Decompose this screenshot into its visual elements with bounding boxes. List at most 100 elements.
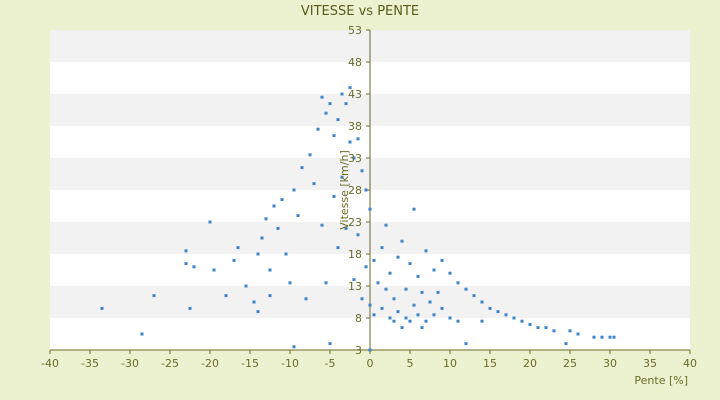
data-point: [564, 342, 568, 346]
data-point: [256, 310, 260, 314]
data-point: [448, 271, 452, 275]
data-point: [336, 246, 340, 250]
data-point: [324, 281, 328, 285]
data-point: [360, 169, 364, 173]
x-tick-label: -25: [161, 357, 179, 370]
data-point: [224, 294, 228, 298]
data-point: [568, 329, 572, 333]
data-point: [520, 319, 524, 323]
data-point: [348, 86, 352, 90]
data-point: [324, 111, 328, 115]
y-tick-label: 43: [348, 88, 362, 101]
data-point: [480, 319, 484, 323]
data-point: [368, 303, 372, 307]
x-tick-label: 35: [643, 357, 657, 370]
data-point: [400, 239, 404, 243]
data-point: [256, 252, 260, 256]
data-point: [536, 326, 540, 330]
data-point: [396, 310, 400, 314]
data-point: [328, 102, 332, 106]
data-point: [332, 194, 336, 198]
data-points: [100, 86, 616, 352]
data-point: [464, 342, 468, 346]
data-point: [244, 284, 248, 288]
data-point: [184, 262, 188, 266]
data-point: [360, 297, 364, 301]
data-point: [404, 316, 408, 320]
data-point: [236, 246, 240, 250]
data-point: [448, 316, 452, 320]
data-point: [340, 175, 344, 179]
data-point: [380, 246, 384, 250]
data-point: [404, 287, 408, 291]
x-tick-label: 0: [367, 357, 374, 370]
data-point: [272, 204, 276, 208]
data-point: [436, 290, 440, 294]
data-point: [356, 233, 360, 237]
data-point: [304, 297, 308, 301]
y-tick-label: 8: [355, 312, 362, 325]
x-tick-label: -40: [41, 357, 59, 370]
data-point: [456, 319, 460, 323]
y-tick-label: 33: [348, 152, 362, 165]
y-tick-label: 23: [348, 216, 362, 229]
y-tick-label: 3: [355, 344, 362, 357]
tick-labels: -40 -35 -30 -25 -20 -15 -10 -5 0 5 10 15 20 25 30 35 40 3…: [41, 24, 697, 370]
data-point: [232, 258, 236, 262]
data-point: [368, 348, 372, 352]
data-point: [592, 335, 596, 339]
data-point: [408, 262, 412, 266]
data-point: [192, 265, 196, 269]
data-point: [392, 297, 396, 301]
data-point: [328, 342, 332, 346]
x-tick-label: 5: [407, 357, 414, 370]
data-point: [488, 306, 492, 310]
data-point: [372, 258, 376, 262]
data-point: [320, 223, 324, 227]
data-point: [480, 300, 484, 304]
data-point: [292, 188, 296, 192]
data-point: [188, 306, 192, 310]
data-point: [268, 268, 272, 272]
data-point: [504, 313, 508, 317]
data-point: [332, 134, 336, 138]
data-point: [432, 313, 436, 317]
data-point: [212, 268, 216, 272]
data-point: [420, 290, 424, 294]
data-point: [472, 294, 476, 298]
data-point: [608, 335, 612, 339]
data-point: [428, 300, 432, 304]
x-axis-label: Pente [%]: [634, 374, 688, 387]
data-point: [264, 217, 268, 221]
y-tick-label: 18: [348, 248, 362, 261]
data-point: [100, 306, 104, 310]
data-point: [416, 313, 420, 317]
data-point: [336, 118, 340, 122]
data-point: [356, 137, 360, 141]
data-point: [380, 306, 384, 310]
x-tick-label: 20: [523, 357, 537, 370]
data-point: [384, 287, 388, 291]
data-point: [420, 326, 424, 330]
data-point: [412, 303, 416, 307]
data-point: [348, 140, 352, 144]
y-tick-label: 13: [348, 280, 362, 293]
data-point: [352, 156, 356, 160]
data-point: [384, 223, 388, 227]
data-point: [368, 207, 372, 211]
data-point: [576, 332, 580, 336]
data-point: [340, 92, 344, 96]
data-point: [140, 332, 144, 336]
data-point: [364, 188, 368, 192]
y-tick-label: 48: [348, 56, 362, 69]
y-tick-label: 38: [348, 120, 362, 133]
data-point: [364, 265, 368, 269]
data-point: [280, 198, 284, 202]
x-tick-label: -30: [121, 357, 139, 370]
x-tick-label: 30: [603, 357, 617, 370]
data-point: [528, 322, 532, 326]
y-axis-label: Vitesse [km/h]: [338, 150, 351, 230]
data-point: [312, 182, 316, 186]
data-point: [184, 249, 188, 253]
